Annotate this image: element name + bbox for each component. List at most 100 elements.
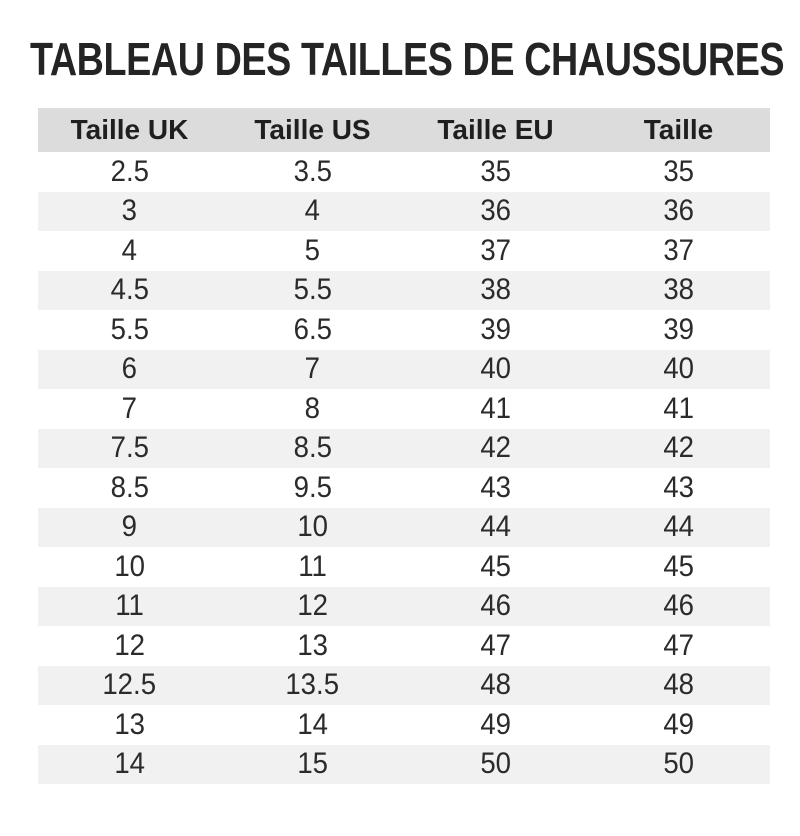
- cell-value: 41: [663, 391, 694, 425]
- table-cell: 46: [404, 587, 587, 627]
- column-header-label: Taille EU: [437, 114, 554, 145]
- table-cell: 42: [587, 429, 770, 469]
- table-cell: 6.5: [221, 310, 404, 350]
- table-cell: 13: [221, 626, 404, 666]
- cell-value: 42: [480, 431, 511, 465]
- table-cell: 7: [221, 350, 404, 390]
- column-header-label: Taille US: [254, 114, 371, 145]
- table-cell: 47: [587, 626, 770, 666]
- table-cell: 4.5: [38, 271, 221, 311]
- table-cell: 9.5: [221, 468, 404, 508]
- cell-value: 6: [121, 352, 138, 386]
- table-cell: 10: [38, 547, 221, 587]
- table-cell: 35: [404, 152, 587, 192]
- table-cell: 47: [404, 626, 587, 666]
- table-cell: 36: [404, 192, 587, 232]
- cell-value: 4: [121, 233, 138, 267]
- cell-value: 13.5: [285, 668, 340, 702]
- cell-value: 3: [121, 194, 138, 228]
- column-header: Taille EU: [404, 108, 587, 152]
- cell-value: 38: [480, 273, 511, 307]
- cell-value: 43: [663, 470, 694, 504]
- cell-value: 44: [480, 510, 511, 544]
- cell-value: 47: [480, 628, 511, 662]
- table-row: 2.5 3.5 35 35: [38, 152, 770, 192]
- cell-value: 9: [121, 510, 138, 544]
- table-row: 12 13 47 47: [38, 626, 770, 666]
- table-cell: 4: [38, 231, 221, 271]
- cell-value: 40: [480, 352, 511, 386]
- cell-value: 45: [663, 549, 694, 583]
- cell-value: 8.5: [110, 470, 149, 504]
- table-row: 7 8 41 41: [38, 389, 770, 429]
- cell-value: 4.5: [110, 273, 149, 307]
- table-cell: 9: [38, 508, 221, 548]
- cell-value: 4: [304, 194, 321, 228]
- cell-value: 41: [480, 391, 511, 425]
- cell-value: 36: [480, 194, 511, 228]
- cell-value: 36: [663, 194, 694, 228]
- cell-value: 12: [114, 628, 145, 662]
- table-cell: 46: [587, 587, 770, 627]
- table-row: 4.5 5.5 38 38: [38, 270, 770, 311]
- cell-value: 46: [663, 589, 694, 623]
- cell-value: 45: [480, 549, 511, 583]
- table-cell: 13.5: [221, 666, 404, 706]
- cell-value: 14: [297, 707, 328, 741]
- table-cell: 48: [404, 666, 587, 706]
- table-cell: 37: [587, 231, 770, 271]
- table-cell: 38: [404, 271, 587, 311]
- cell-value: 48: [663, 668, 694, 702]
- cell-value: 7.5: [110, 431, 149, 465]
- cell-value: 50: [663, 747, 694, 781]
- cell-value: 7: [121, 391, 138, 425]
- table-cell: 8.5: [38, 468, 221, 508]
- cell-value: 40: [663, 352, 694, 386]
- table-cell: 13: [38, 705, 221, 745]
- table-cell: 45: [404, 547, 587, 587]
- table-cell: 7.5: [38, 429, 221, 469]
- cell-value: 5: [304, 233, 321, 267]
- cell-value: 5.5: [293, 273, 332, 307]
- table-cell: 40: [404, 350, 587, 390]
- table-cell: 36: [587, 192, 770, 232]
- cell-value: 6.5: [293, 312, 332, 346]
- table-row: 8.5 9.5 43 43: [38, 468, 770, 508]
- table-header: Taille UK Taille US Taille EU Taille: [38, 108, 770, 152]
- cell-value: 44: [663, 510, 694, 544]
- table-cell: 37: [404, 231, 587, 271]
- table-cell: 48: [587, 666, 770, 706]
- table-cell: 11: [38, 587, 221, 627]
- column-header: Taille US: [221, 108, 404, 152]
- cell-value: 35: [480, 154, 511, 188]
- table-row: 11 12 46 46: [38, 586, 770, 627]
- table-cell: 42: [404, 429, 587, 469]
- table-cell: 12.5: [38, 666, 221, 706]
- size-chart-page: TABLEAU DES TAILLES DE CHAUSSURES Taille…: [0, 36, 800, 784]
- table-cell: 2.5: [38, 152, 221, 192]
- table-row: 7.5 8.5 42 42: [38, 428, 770, 469]
- cell-value: 42: [663, 431, 694, 465]
- table-row: 14 15 50 50: [38, 744, 770, 785]
- table-cell: 15: [221, 745, 404, 785]
- table-cell: 14: [38, 745, 221, 785]
- table-cell: 39: [404, 310, 587, 350]
- table-row: 3 4 36 36: [38, 191, 770, 232]
- cell-value: 43: [480, 470, 511, 504]
- table-cell: 39: [587, 310, 770, 350]
- table-row: 13 14 49 49: [38, 705, 770, 745]
- cell-value: 10: [114, 549, 145, 583]
- table-cell: 50: [587, 745, 770, 785]
- table-cell: 43: [587, 468, 770, 508]
- size-conversion-table: Taille UK Taille US Taille EU Taille 2.5 3.5…: [38, 108, 770, 784]
- table-cell: 11: [221, 547, 404, 587]
- table-row: 6 7 40 40: [38, 349, 770, 390]
- column-header: Taille UK: [38, 108, 221, 152]
- table-cell: 6: [38, 350, 221, 390]
- table-cell: 35: [587, 152, 770, 192]
- column-header-label: Taille: [643, 114, 714, 145]
- cell-value: 11: [298, 549, 327, 583]
- cell-value: 8: [304, 391, 321, 425]
- cell-value: 50: [480, 747, 511, 781]
- table-row: 12.5 13.5 48 48: [38, 665, 770, 706]
